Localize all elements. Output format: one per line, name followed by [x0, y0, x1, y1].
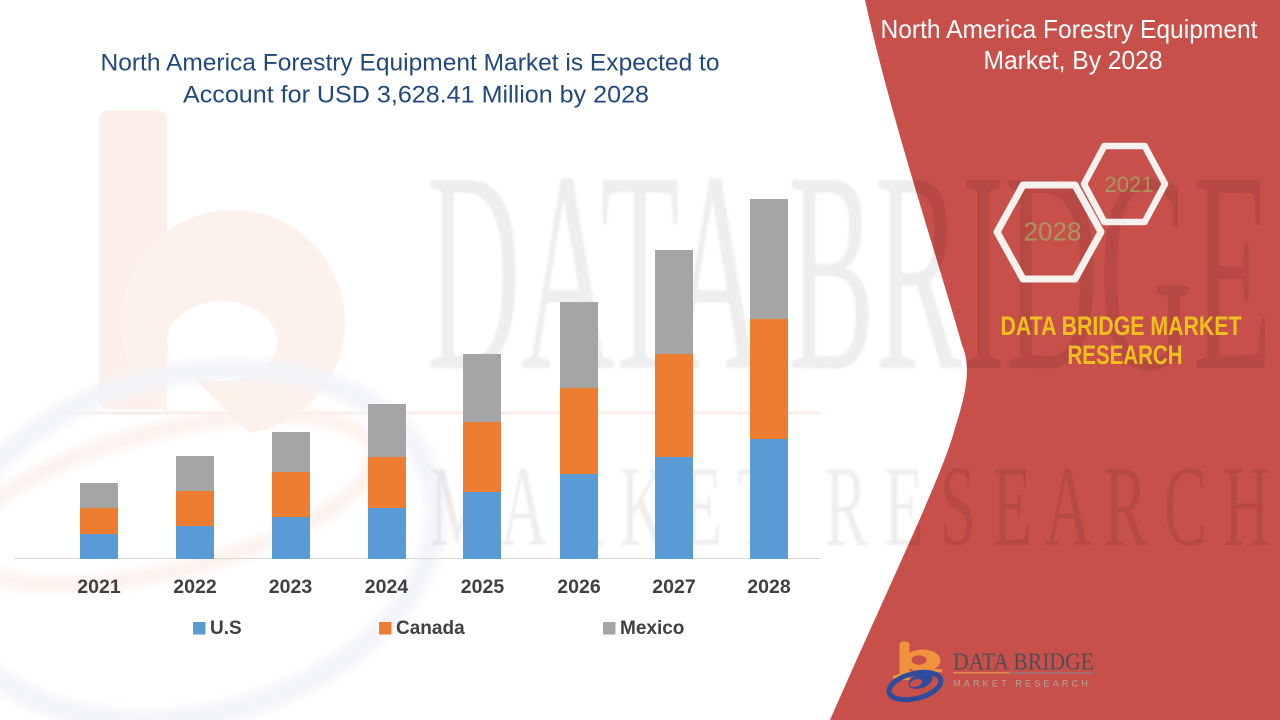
svg-text:2021: 2021 [77, 576, 121, 598]
svg-text:2025: 2025 [461, 576, 505, 598]
svg-text:North America Forestry Equipme: North America Forestry Equipment Market … [101, 50, 720, 77]
svg-text:2021: 2021 [1105, 172, 1154, 197]
svg-text:DATA BRIDGE: DATA BRIDGE [953, 650, 1094, 676]
svg-text:U.S: U.S [210, 618, 242, 639]
svg-text:2023: 2023 [269, 576, 313, 598]
svg-text:2026: 2026 [557, 576, 601, 598]
svg-text:Market, By 2028: Market, By 2028 [984, 45, 1163, 75]
svg-text:Canada: Canada [396, 618, 465, 639]
svg-text:2027: 2027 [652, 576, 695, 598]
svg-text:2028: 2028 [747, 576, 791, 598]
svg-text:2024: 2024 [365, 576, 409, 598]
svg-text:North America Forestry Equipme: North America Forestry Equipment [881, 14, 1259, 44]
svg-text:DATA BRIDGE MARKET: DATA BRIDGE MARKET [1001, 311, 1242, 341]
svg-text:Mexico: Mexico [620, 618, 684, 639]
svg-text:RESEARCH: RESEARCH [1068, 340, 1183, 370]
svg-text:2022: 2022 [173, 576, 217, 598]
svg-text:Account for USD 3,628.41 Milli: Account for USD 3,628.41 Million by 2028 [183, 82, 649, 109]
svg-text:2028: 2028 [1024, 217, 1082, 247]
svg-text:MARKET RESEARCH: MARKET RESEARCH [953, 679, 1091, 689]
